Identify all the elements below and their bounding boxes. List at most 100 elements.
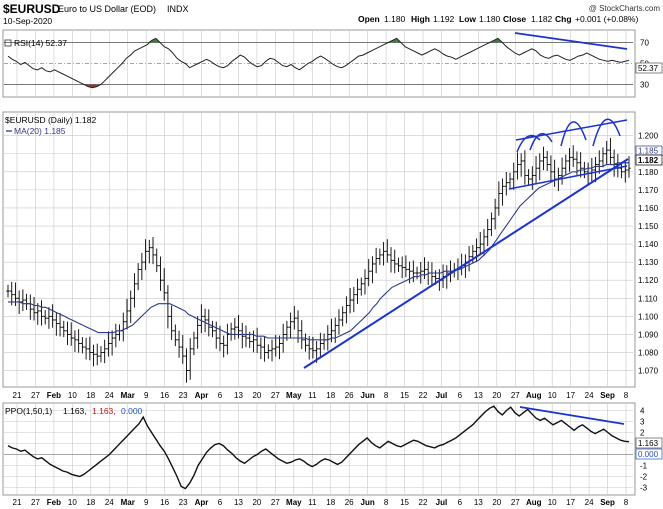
ohlc-bar-13 [54, 312, 59, 336]
ohlc-bar-109 [411, 260, 416, 283]
ohlc-bar-25 [99, 346, 103, 363]
x-tick-label-12: 13 [234, 391, 243, 400]
x-tick-label-17: 18 [326, 391, 335, 400]
ppo-tick--3: -3 [640, 484, 648, 493]
price-panel-frame [2, 111, 636, 388]
x-tick-label-32: Sep [600, 391, 615, 400]
ppo-value-badge: 1.163 [635, 437, 663, 449]
ohlc-bar-149 [560, 157, 564, 185]
x-tick-label-bottom-1: 27 [31, 498, 40, 507]
ohlc-bar-64 [244, 325, 248, 348]
ohlc-bar-19 [76, 329, 81, 353]
ohlc-bar-98 [370, 256, 375, 284]
ohlc-bar-105 [396, 257, 401, 273]
x-tick-label-bottom-3: 10 [68, 498, 77, 507]
ohlc-bar-89 [337, 309, 341, 335]
open-value: 1.180 [384, 14, 406, 24]
instrument-title: Euro to US Dollar (EOD) [58, 4, 156, 14]
ohlc-bar-39 [151, 237, 155, 265]
ohlc-bar-108 [407, 261, 412, 284]
x-tick-label-bottom-15: May [286, 498, 302, 507]
x-tick-label-2: Feb [47, 391, 61, 400]
ohlc-bar-129 [485, 218, 490, 247]
rsi-legend: RSI(14) 52.37 [4, 38, 67, 48]
ohlc-bar-80 [303, 333, 308, 352]
chg-label: Chg [555, 14, 572, 24]
exchange-label: INDX [167, 4, 189, 14]
chart-date: 10-Sep-2020 [3, 16, 52, 26]
ohlc-bar-143 [537, 153, 542, 181]
x-tick-label-bottom-21: 15 [400, 498, 409, 507]
ohlc-bar-8 [35, 303, 40, 325]
ppo-tick-3: 3 [640, 418, 645, 427]
x-tick-label-bottom-10: Apr [195, 498, 209, 507]
ohlc-bar-94 [355, 278, 360, 304]
x-tick-label-bottom-7: 9 [144, 498, 149, 507]
ohlc-bar-62 [236, 315, 241, 339]
ohlc-bar-154 [578, 152, 583, 178]
x-tick-label-bottom-30: 17 [566, 498, 575, 507]
ohlc-bar-67 [255, 327, 259, 354]
ohlc-bar-59 [225, 323, 230, 355]
x-tick-label-18: 26 [345, 391, 354, 400]
ohlc-bar-135 [508, 172, 512, 189]
x-tick-label-bottom-9: 23 [179, 498, 188, 507]
x-tick-label-bottom-19: Jun [361, 498, 375, 507]
ohlc-bar-126 [474, 238, 479, 262]
price-tick-1.200: 1.200 [638, 132, 659, 141]
ohlc-bar-142 [534, 156, 538, 184]
x-tick-label-bottom-20: 8 [384, 498, 389, 507]
x-tick-label-bottom-5: 24 [105, 498, 114, 507]
ppo-tick-2: 2 [640, 429, 645, 438]
ohlc-bar-96 [363, 269, 367, 295]
ohlc-bar-38 [147, 239, 152, 264]
x-tick-label-bottom-8: 16 [160, 498, 169, 507]
ppo-tick-4: 4 [640, 407, 645, 416]
ohlc-bar-160 [601, 147, 605, 168]
ohlc-bar-49 [188, 338, 193, 380]
ohlc-bar-111 [418, 261, 423, 284]
ohlc-bar-86 [325, 325, 330, 351]
ohlc-bar-69 [262, 336, 267, 362]
ohlc-bar-21 [84, 337, 88, 360]
ohlc-bar-5 [24, 293, 29, 311]
ohlc-bar-76 [288, 312, 293, 338]
grid-layer [4, 31, 633, 494]
ohlc-bar-162 [608, 138, 613, 166]
ohlc-bar-4 [21, 289, 25, 312]
ohlc-bar-72 [273, 334, 278, 357]
x-tick-label-bottom-23: Jul [436, 498, 448, 507]
ohlc-bar-95 [359, 277, 364, 296]
x-tick-label-bottom-4: 18 [86, 498, 95, 507]
ohlc-bar-92 [348, 287, 352, 314]
price-series-label: $EURUSD (Daily) 1.182 [5, 115, 96, 125]
x-tick-label-10: Apr [195, 391, 209, 400]
x-tick-label-7: 9 [144, 391, 149, 400]
chg-value: +0.001 (+0.08%) [575, 14, 638, 24]
ohlc-bar-0 [6, 284, 10, 298]
ohlc-bar-35 [136, 263, 140, 291]
ppo-label-signal: 1.163, [92, 406, 116, 416]
ohlc-bar-36 [140, 252, 144, 281]
ohlc-bar-22 [88, 336, 92, 361]
x-tick-label-bottom-0: 21 [13, 498, 22, 507]
x-tick-label-bottom-26: 20 [492, 498, 501, 507]
x-tick-label-29: 10 [548, 391, 557, 400]
x-tick-label-22: 22 [419, 391, 428, 400]
ohlc-bar-106 [400, 256, 404, 279]
ohlc-bar-31 [121, 312, 126, 342]
ohlc-bar-159 [597, 150, 602, 174]
price-tick-1.150: 1.150 [638, 222, 659, 231]
ohlc-bar-91 [344, 296, 349, 324]
price-layer: 1.070 1.080 1.090 1.100 1.110 1.120 1.130 1.140… [6, 118, 659, 383]
ohlc-bar-12 [50, 304, 55, 328]
ohlc-bar-29 [114, 323, 118, 348]
axis-layer: 21 21 27 27 Feb Feb 10 10 18 18 24 24 Mar Mar 9 9 16 16 23… [13, 391, 629, 507]
x-tick-label-28: Aug [526, 391, 542, 400]
low-value: 1.180 [479, 14, 501, 24]
price-tick-1.130: 1.130 [638, 258, 659, 267]
ohlc-bar-14 [58, 312, 62, 337]
ppo-tick--2: -2 [640, 473, 648, 482]
ma-badge-text: 1.185 [638, 147, 659, 156]
